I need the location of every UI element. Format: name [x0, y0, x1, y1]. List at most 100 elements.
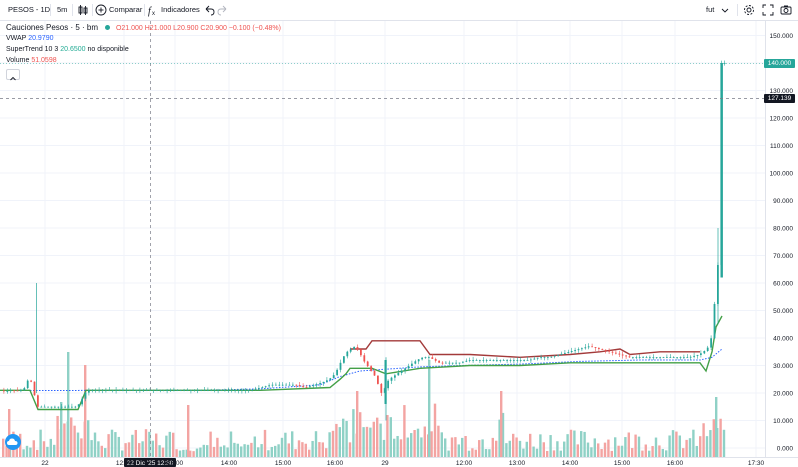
layout-menu-button[interactable]: fut	[706, 5, 715, 14]
candle-body	[343, 356, 345, 363]
candle-body	[281, 384, 284, 386]
undo-icon[interactable]	[202, 3, 216, 17]
volume-bar	[556, 441, 559, 457]
candle-body	[356, 347, 359, 350]
volume-bar	[610, 450, 613, 457]
compare-button[interactable]: Comparar	[109, 5, 143, 14]
candle-type-icon[interactable]	[76, 3, 90, 17]
volume-bar	[168, 431, 171, 457]
indicators-fx-icon[interactable]: f x	[146, 3, 160, 17]
candle-body	[122, 390, 124, 392]
camera-icon[interactable]	[779, 3, 793, 17]
volume-bar	[212, 446, 216, 457]
volume-bar	[559, 450, 562, 457]
volume-bar	[563, 441, 566, 457]
candle-body	[451, 362, 454, 364]
volume-bar	[185, 449, 188, 457]
tradingview-logo[interactable]	[5, 434, 21, 450]
fullscreen-icon[interactable]	[761, 3, 775, 17]
volume-bar	[444, 438, 447, 457]
redo-icon[interactable]	[216, 3, 230, 17]
volume-bar	[498, 419, 501, 457]
indicators-button[interactable]: Indicadores	[161, 5, 200, 14]
volume-bar	[542, 442, 545, 457]
volume-bar	[454, 437, 457, 457]
candle-body	[23, 388, 26, 391]
legend-collapse-button[interactable]	[6, 69, 20, 81]
x-tick-label: 12:00	[456, 460, 473, 467]
candle-body	[621, 354, 624, 356]
candle-body	[142, 390, 145, 392]
volume-bar	[172, 432, 175, 457]
volume-bar	[709, 430, 712, 457]
candle-body	[370, 366, 372, 371]
candle-body	[3, 390, 5, 392]
y-tick-label: 20.000	[773, 390, 793, 397]
volume-bar	[267, 450, 270, 457]
volume-bar	[284, 432, 287, 457]
symbol-title[interactable]: Cauciones Pesos · 5 · bm	[6, 23, 99, 32]
legend-vwap-row[interactable]: VWAP 20.9790	[6, 33, 281, 44]
volume-bar	[226, 447, 229, 457]
candle-body	[625, 355, 627, 357]
volume-bar	[158, 445, 161, 457]
chart-grid	[0, 21, 765, 457]
candle-body	[346, 351, 349, 357]
symbol-search-button[interactable]: PESOS - 1D	[8, 5, 51, 14]
volume-bar	[195, 448, 199, 457]
candle-body	[560, 353, 563, 355]
volume-bar	[481, 439, 484, 457]
volume-bar	[515, 437, 518, 457]
candle-body	[332, 375, 335, 379]
legend-supertrend-row[interactable]: SuperTrend 10 3 20.6500 no disponible	[6, 44, 281, 55]
candle-body	[509, 360, 512, 361]
volume-bar	[620, 445, 624, 457]
svg-text:f: f	[148, 6, 152, 17]
volume-bar	[352, 409, 355, 457]
x-tick-label: 15:00	[275, 460, 292, 467]
volume-bar	[569, 429, 573, 457]
candle-body	[101, 390, 104, 392]
candle-body	[584, 347, 587, 349]
candle-body	[411, 363, 413, 366]
chevron-down-icon[interactable]	[718, 3, 732, 17]
x-tick-label: 22	[41, 460, 49, 467]
volume-bar	[117, 436, 120, 457]
candle-body	[482, 360, 485, 361]
toolbar-divider	[92, 4, 93, 16]
volume-bar	[39, 429, 42, 457]
candle-body	[550, 356, 553, 358]
y-tick-label: 110.000	[770, 143, 793, 150]
x-tick-label: 16:00	[667, 460, 684, 467]
candle-body	[309, 386, 311, 388]
compare-plus-icon[interactable]	[94, 3, 108, 17]
volume-bar	[464, 436, 467, 457]
top-toolbar: PESOS - 1D 5m Comparar f x Indicadores f…	[0, 0, 798, 21]
volume-bar	[25, 445, 29, 457]
candle-body	[13, 390, 15, 392]
volume-bar	[722, 429, 726, 457]
candle-body	[468, 360, 471, 361]
candle-body	[135, 390, 138, 392]
candle-body	[20, 390, 22, 392]
candle-body	[322, 381, 325, 384]
gear-icon[interactable]	[742, 3, 756, 17]
price-chart[interactable]: 22 Dic '25 12:30 150.000140.000130.00012…	[0, 21, 798, 467]
volume-bar	[216, 437, 219, 457]
candle-body	[655, 357, 658, 359]
legend-volume-row[interactable]: Volume 51.0598	[6, 55, 281, 66]
candle-body	[40, 406, 43, 408]
candle-body	[526, 360, 529, 361]
volume-bar	[257, 447, 260, 457]
volume-bar	[413, 430, 416, 457]
candle-body	[251, 389, 253, 391]
interval-button[interactable]: 5m	[57, 5, 68, 14]
volume-bar	[525, 441, 528, 457]
supertrend-extra: no disponible	[87, 46, 129, 53]
volume-bar	[148, 431, 151, 457]
volume-bar	[671, 430, 675, 457]
candle-body	[91, 390, 94, 392]
volume-bar	[236, 443, 239, 457]
candle-body	[213, 390, 216, 392]
candle-body	[244, 390, 247, 392]
